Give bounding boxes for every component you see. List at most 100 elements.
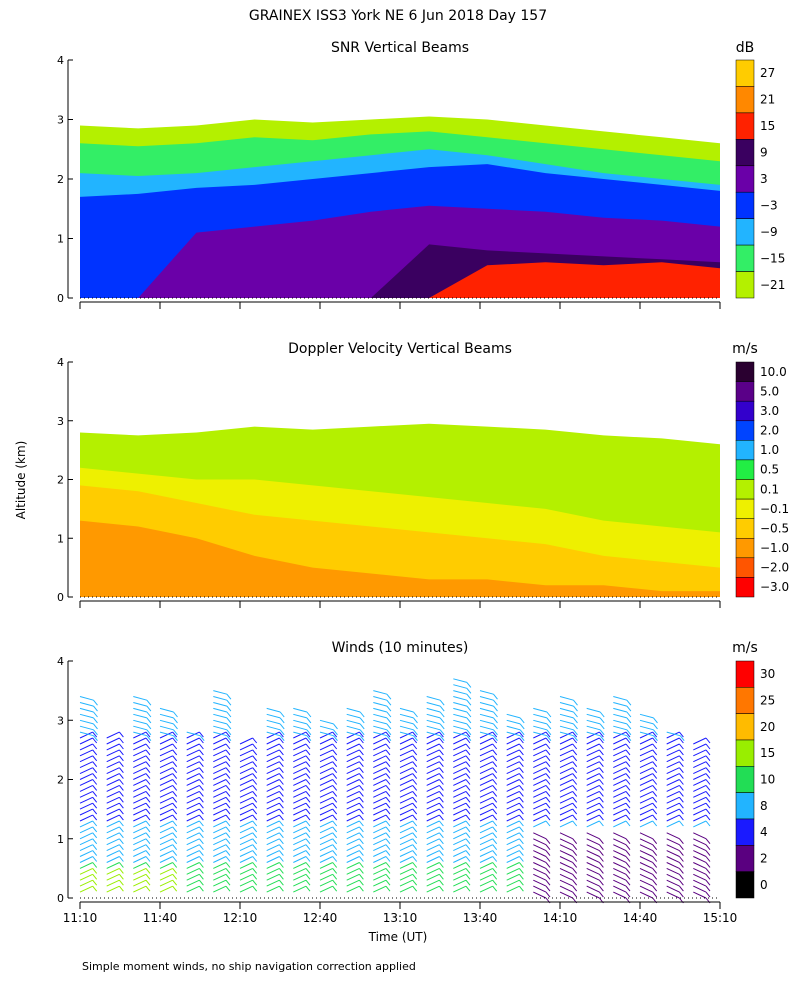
- wind-barb-flag: [492, 879, 498, 886]
- wind-barb-flag: [625, 796, 631, 803]
- wind-barb-flag: [359, 850, 364, 856]
- wind-barb-flag: [359, 785, 364, 791]
- wind-barb-flag: [599, 862, 604, 868]
- wind-barb: [506, 731, 521, 737]
- wind-barb-flag: [146, 705, 152, 712]
- wind-barb-flag: [439, 838, 444, 845]
- wind-barb-flag: [173, 729, 178, 736]
- wind-barb: [239, 844, 253, 852]
- wind-barb: [266, 755, 280, 763]
- wind-barb: [159, 867, 173, 875]
- wind-barb-flag: [545, 814, 551, 821]
- wind-barb: [373, 696, 388, 701]
- wind-barb: [266, 773, 280, 780]
- wind-barb-flag: [572, 731, 578, 738]
- wind-barb: [106, 784, 120, 792]
- wind-barb: [453, 737, 467, 745]
- wind-barb: [133, 832, 147, 840]
- wind-barb-flag: [359, 743, 364, 750]
- wind-barb: [426, 767, 440, 775]
- wind-barb-flag: [599, 761, 604, 768]
- wind-barb: [133, 844, 147, 852]
- wind-barb: [133, 784, 147, 792]
- wind-barb: [293, 885, 307, 893]
- wind-barb-flag: [625, 785, 631, 791]
- colorbar-label: 0.5: [760, 463, 779, 477]
- wind-barb-flag: [439, 814, 444, 821]
- wind-barb-flag: [119, 844, 124, 851]
- wind-barb-flag: [252, 773, 258, 779]
- wind-barb-flag: [519, 862, 524, 868]
- wind-barb: [213, 838, 227, 846]
- wind-barb: [266, 850, 280, 857]
- wind-barb: [479, 838, 493, 846]
- wind-barb-flag: [172, 856, 178, 862]
- wind-barb: [506, 779, 520, 786]
- x-tick-label: 15:10: [703, 911, 738, 925]
- colorbar-swatch: [735, 361, 755, 382]
- wind-barb-flag: [145, 873, 151, 880]
- wind-barb-flag: [439, 808, 444, 815]
- wind-barb-flag: [252, 737, 258, 744]
- wind-barb: [506, 731, 520, 739]
- wind-barb: [533, 867, 547, 875]
- wind-barb: [666, 767, 680, 775]
- wind-barb: [159, 725, 174, 731]
- wind-barb-flag: [519, 791, 524, 797]
- wind-barb: [559, 891, 573, 899]
- wind-barb-flag: [465, 826, 471, 833]
- wind-barb-flag: [225, 826, 231, 833]
- wind-barb-flag: [465, 814, 471, 821]
- wind-barb: [639, 773, 653, 780]
- wind-barb-flag: [519, 731, 524, 738]
- wind-barb: [479, 784, 493, 792]
- wind-barb: [133, 814, 147, 822]
- wind-barb-flag: [279, 844, 284, 851]
- wind-barb-flag: [359, 820, 364, 827]
- wind-barb-flag: [492, 844, 498, 851]
- wind-barb: [293, 802, 307, 810]
- wind-barb-flag: [119, 749, 124, 756]
- wind-barb: [399, 844, 413, 852]
- wind-barb-flag: [252, 832, 258, 839]
- wind-barb: [106, 779, 120, 786]
- wind-barb: [266, 796, 280, 804]
- wind-barb-flag: [119, 862, 124, 868]
- wind-barb-flag: [385, 731, 391, 738]
- wind-barb-flag: [625, 779, 631, 785]
- wind-barb: [239, 826, 253, 834]
- wind-barb-flag: [625, 791, 631, 797]
- wind-barb: [639, 767, 653, 775]
- wind-barb: [693, 856, 707, 863]
- wind-barb: [213, 832, 227, 840]
- wind-barb: [559, 838, 573, 846]
- wind-barb-flag: [679, 856, 684, 862]
- wind-barb-flag: [359, 717, 365, 724]
- wind-barb-flag: [545, 850, 551, 856]
- wind-barb-flag: [679, 773, 684, 779]
- wind-barb-flag: [199, 868, 204, 874]
- wind-barb: [453, 779, 467, 786]
- wind-barb-flag: [439, 735, 445, 742]
- wind-barb-flag: [92, 832, 98, 839]
- wind-barb-flag: [385, 749, 391, 756]
- wind-barb: [266, 856, 280, 863]
- wind-barb-flag: [465, 832, 471, 839]
- wind-barb-flag: [225, 755, 231, 762]
- wind-barb-flag: [146, 717, 152, 724]
- wind-barb-flag: [412, 820, 418, 827]
- wind-barb-flag: [705, 802, 711, 809]
- wind-barb: [453, 814, 467, 822]
- wind-barb-flag: [119, 796, 124, 803]
- wind-barb: [666, 891, 680, 899]
- wind-barb: [639, 743, 653, 751]
- wind-barb: [426, 749, 440, 757]
- wind-barb: [346, 856, 360, 863]
- wind-barb: [346, 844, 360, 852]
- wind-barb-flag: [279, 873, 284, 880]
- wind-barb: [133, 696, 148, 701]
- colorbar-swatch: [735, 139, 755, 166]
- wind-barb: [373, 826, 387, 834]
- wind-barb-flag: [386, 723, 392, 730]
- wind-barb-flag: [572, 850, 578, 856]
